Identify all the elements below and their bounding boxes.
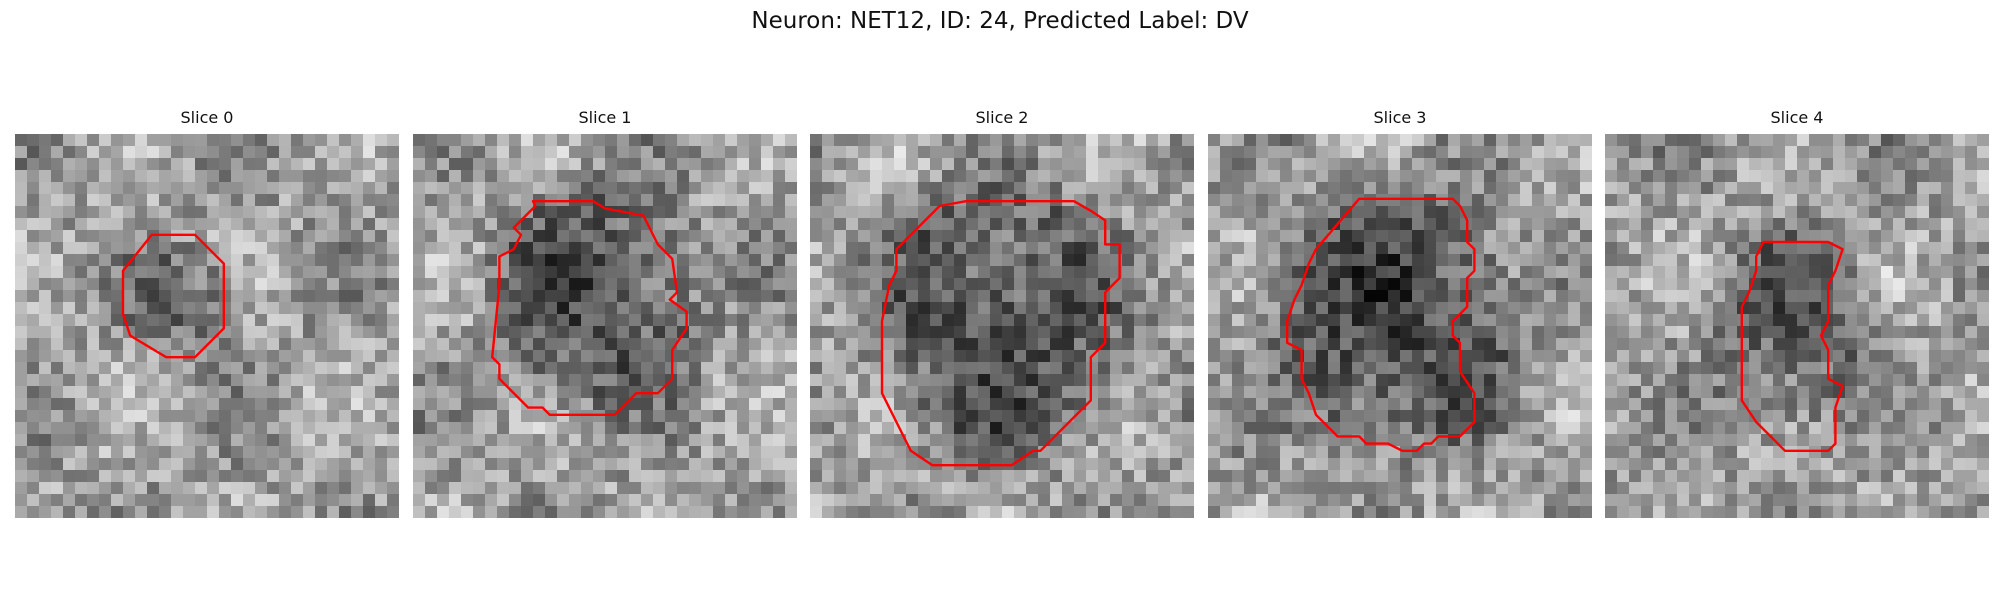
slice-svg xyxy=(1208,134,1592,518)
slice-image xyxy=(1208,134,1592,518)
slice-title: Slice 1 xyxy=(578,108,632,127)
slice-title: Slice 4 xyxy=(1770,108,1824,127)
slice-panel-0: Slice 0 xyxy=(15,108,399,518)
slice-panel-3: Slice 3 xyxy=(1208,108,1592,518)
pixel-grid xyxy=(413,134,797,518)
roi-contour xyxy=(1285,197,1476,452)
roi-contour xyxy=(880,199,1121,467)
roi-contour xyxy=(490,199,688,416)
slice-image xyxy=(413,134,797,518)
slice-panel-1: Slice 1 xyxy=(413,108,797,518)
pixel-grid xyxy=(1605,134,1989,518)
slice-image xyxy=(810,134,1194,518)
slice-title: Slice 0 xyxy=(180,108,234,127)
slice-svg xyxy=(413,134,797,518)
slice-svg xyxy=(810,134,1194,518)
roi-contour xyxy=(121,233,226,359)
slice-image xyxy=(15,134,399,518)
slice-panel-2: Slice 2 xyxy=(810,108,1194,518)
slice-svg xyxy=(15,134,399,518)
pixel-grid xyxy=(1208,134,1592,518)
pixel-grid xyxy=(810,134,1194,518)
slice-title: Slice 3 xyxy=(1373,108,1427,127)
slice-panel-4: Slice 4 xyxy=(1605,108,1989,518)
slice-svg xyxy=(1605,134,1989,518)
figure-title: Neuron: NET12, ID: 24, Predicted Label: … xyxy=(751,8,1249,34)
slice-title: Slice 2 xyxy=(975,108,1029,127)
roi-contour xyxy=(1740,240,1844,452)
slice-image xyxy=(1605,134,1989,518)
pixel-grid xyxy=(15,134,399,518)
